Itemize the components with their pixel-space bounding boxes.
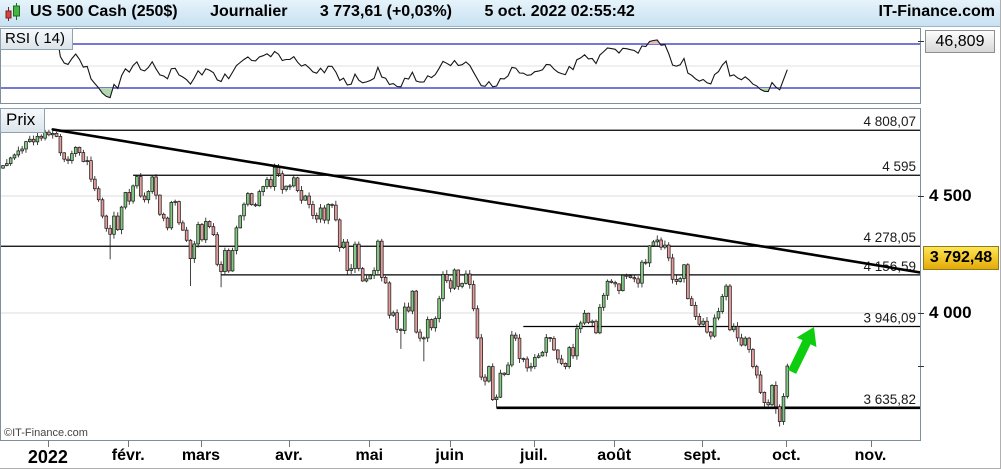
- time-axis-tick: [288, 440, 290, 447]
- axis-tick: [918, 366, 924, 367]
- time-axis-month-label: nov.: [854, 447, 887, 464]
- timeframe-label: Journalier: [210, 3, 288, 20]
- price-tab[interactable]: Prix: [0, 108, 46, 133]
- watermark: ©IT-Finance.com: [4, 427, 88, 439]
- axis-price-label: 4 000: [929, 303, 972, 322]
- time-axis-month-label: avr.: [275, 447, 303, 464]
- price-level-label: 3 946,09: [863, 310, 916, 325]
- time-axis-month-label: 2022: [27, 447, 68, 467]
- time-axis-tick: [449, 440, 451, 447]
- time-axis-tick: [786, 440, 788, 447]
- time-axis-tick: [614, 440, 616, 447]
- time-axis-tick: [369, 440, 371, 447]
- rsi-chart[interactable]: [1, 29, 920, 103]
- axis-tick: [918, 41, 924, 42]
- instrument-name: US 500 Cash (250$): [30, 3, 178, 20]
- rsi-panel: [0, 28, 921, 104]
- rsi-line: [48, 29, 788, 99]
- time-axis-month-label: mars: [181, 447, 221, 464]
- time-axis-tick: [702, 440, 704, 447]
- candlestick-icon: [5, 3, 20, 21]
- time-axis-month-label: sept.: [683, 447, 721, 464]
- time-axis-tick: [533, 440, 535, 447]
- time-axis-month-label: mai: [355, 447, 384, 464]
- price-axis: 46,809 3 792,48 4 500 4 000: [918, 0, 1000, 468]
- time-axis-tick: [128, 440, 130, 447]
- brand-logo-text: IT-Finance.com: [878, 3, 995, 20]
- up-arrow-annotation[interactable]: [782, 322, 824, 377]
- last-price-change: 3 773,61 (+0,03%): [319, 3, 452, 20]
- time-axis-tick: [200, 440, 202, 447]
- price-level-label: 4 595: [882, 159, 916, 174]
- time-axis-tick: [870, 440, 872, 447]
- time-axis-month-label: août: [597, 447, 632, 464]
- price-level-label: 4 278,05: [863, 230, 916, 245]
- current-price-tag: 3 792,48: [923, 246, 999, 270]
- quote-datetime: 5 oct. 2022 02:55:42: [484, 3, 635, 20]
- axis-tick: [918, 313, 924, 314]
- axis-price-label: 4 500: [929, 186, 972, 205]
- time-axis-month-label: juil.: [520, 447, 548, 464]
- time-axis-month-label: juin: [435, 447, 464, 464]
- price-level-label: 3 635,82: [863, 392, 916, 407]
- time-axis-tick: [47, 440, 49, 447]
- title-bar: US 500 Cash (250$) Journalier 3 773,61 (…: [0, 0, 1000, 27]
- time-axis-month-label: févr.: [111, 447, 145, 464]
- time-axis: 2022 févr. mars avr. mai juin juil. août sept. oc…: [0, 440, 921, 468]
- time-axis-month-label: oct.: [772, 447, 801, 464]
- rsi-indicator-tab[interactable]: RSI ( 14): [0, 28, 74, 50]
- axis-tick: [918, 196, 924, 197]
- descending-trendline[interactable]: [51, 128, 920, 274]
- rsi-value-box: 46,809: [925, 30, 995, 53]
- price-level-label: 4 808,07: [863, 114, 916, 129]
